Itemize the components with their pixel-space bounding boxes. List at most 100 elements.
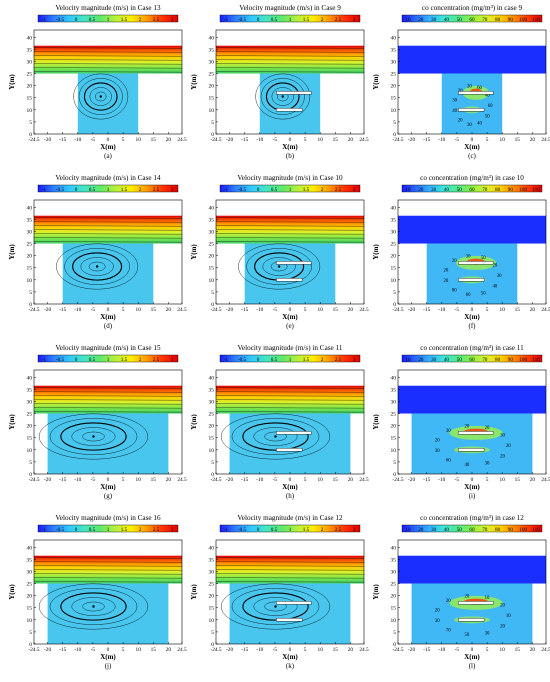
canyon-field — [411, 583, 533, 644]
viaduct-deck — [458, 278, 485, 282]
x-tick-label: 0 — [289, 647, 292, 653]
x-tick-label: 10 — [136, 647, 142, 653]
y-tick-label: 5 — [29, 460, 32, 466]
streamline — [33, 569, 183, 571]
x-tick-label: 0 — [107, 477, 110, 483]
vortex-ring — [56, 243, 139, 290]
y-tick-label: 20 — [27, 84, 33, 90]
streamline — [33, 387, 183, 389]
streamline — [215, 47, 365, 49]
colorbar-tick-label: 100 — [519, 17, 527, 23]
colorbar-tick-label: 10 — [405, 527, 411, 533]
contour-label: 80 — [452, 288, 457, 293]
viaduct-deck — [276, 618, 303, 622]
contour-label: 40 — [485, 93, 490, 98]
colorbar-tick-label: 90 — [508, 17, 514, 23]
colorbar-tick-label: 100 — [519, 187, 527, 193]
colorbar-tick-label: 0.5 — [271, 527, 278, 533]
colorbar-tick-label: 1 — [289, 17, 292, 23]
panel-e: Velocity magnitude (m/s) in Case 10 -1 -0.… — [190, 174, 369, 330]
colorbar-tick-label: 80 — [495, 187, 501, 193]
colorbar-tick-label: 0 — [75, 527, 78, 533]
y-axis-label: Y(m) — [372, 244, 380, 260]
panel-label: (i) — [469, 492, 476, 500]
colorbar-tick-label: 1.5 — [121, 187, 128, 193]
x-tick-label: 24.5 — [359, 647, 369, 653]
plot-area: 0 5 10 15 20 25 30 35 40 -24.5 -20 -15 -10 -5 0 5 10 15 20… — [27, 199, 187, 313]
x-tick-label: -15 — [423, 477, 430, 483]
viaduct-deck — [458, 601, 494, 605]
viaduct-deck — [458, 448, 485, 452]
panel-g: Velocity magnitude (m/s) in Case 15 -1 -0.… — [8, 344, 187, 500]
y-tick-label: 5 — [211, 460, 214, 466]
x-tick-label: 5 — [486, 477, 489, 483]
colorbar-tick-label: 100 — [519, 357, 527, 363]
x-tick-label: 20 — [348, 137, 354, 143]
x-tick-label: -20 — [44, 307, 51, 313]
x-tick-label: 15 — [333, 477, 339, 483]
x-tick-label: 5 — [304, 647, 307, 653]
y-tick-label: 10 — [209, 618, 215, 624]
x-tick-label: -10 — [256, 477, 263, 483]
vortex-ring — [88, 261, 106, 272]
streamline — [33, 55, 183, 57]
y-tick-label: 30 — [27, 59, 33, 65]
contour-label: 40 — [452, 109, 457, 114]
colorbar-tick-label: 0.5 — [89, 17, 96, 23]
streamline — [33, 63, 183, 65]
x-tick-label: -10 — [74, 137, 81, 143]
x-tick-label: 15 — [515, 307, 521, 313]
colorbar-tick-label: -0.5 — [238, 187, 247, 193]
y-tick-label: 0 — [29, 302, 32, 308]
viaduct-deck — [458, 618, 485, 622]
contour-label: 20 — [464, 595, 469, 600]
y-tick-label: 15 — [391, 436, 397, 442]
x-tick-label: 5 — [122, 307, 125, 313]
contour-label: 30 — [485, 631, 490, 636]
x-axis-label: X(m) — [100, 483, 116, 491]
contour-label: 30 — [435, 619, 440, 624]
colorbar-tick-label: 20 — [418, 527, 424, 533]
colorbar-tick-label: 2 — [139, 17, 142, 23]
y-axis-label: Y(m) — [8, 414, 16, 430]
y-axis-label: Y(m) — [372, 584, 380, 600]
y-tick-label: 25 — [27, 412, 33, 418]
colorbar-tick-label: -1 — [42, 527, 47, 533]
x-tick-label: 10 — [500, 137, 506, 143]
y-tick-label: 20 — [391, 594, 397, 600]
x-tick-label: 24.5 — [177, 307, 187, 313]
streamline — [33, 241, 183, 243]
contour-label: 50 — [485, 114, 490, 119]
y-tick-label: 35 — [27, 387, 33, 393]
x-tick-label: 5 — [486, 647, 489, 653]
colorbar-tick-label: 110 — [532, 17, 540, 23]
streamline — [33, 561, 183, 563]
streamline — [33, 403, 183, 405]
panel-label: (k) — [286, 662, 295, 670]
colorbar-tick-label: 2.5 — [335, 357, 342, 363]
canyon-field — [77, 73, 139, 134]
x-tick-label: -10 — [74, 477, 81, 483]
contour-label: 60 — [477, 86, 482, 91]
vortex-core — [92, 435, 95, 438]
x-tick-label: -10 — [438, 647, 445, 653]
contour-label: 20 — [435, 608, 440, 613]
x-tick-label: -5 — [273, 647, 278, 653]
colorbar-tick-label: 80 — [495, 17, 501, 23]
plot-area: 0 5 10 15 20 25 30 35 40 -24.5 -20 -15 -10 -5 0 5 10 15 20… — [27, 539, 187, 653]
x-tick-label: -24.5 — [210, 307, 221, 313]
x-tick-label: 24.5 — [541, 307, 550, 313]
x-tick-label: 10 — [318, 307, 324, 313]
colorbar-tick-label: 50 — [457, 187, 463, 193]
y-tick-label: 25 — [391, 582, 397, 588]
y-tick-label: 20 — [209, 424, 215, 430]
contour-label: 20 — [500, 454, 505, 459]
y-tick-label: 5 — [393, 630, 396, 636]
colorbar-tick-label: 3 — [353, 527, 356, 533]
x-tick-label: -5 — [273, 137, 278, 143]
y-tick-label: 0 — [393, 472, 396, 478]
colorbar-tick-label: 0 — [257, 527, 260, 533]
y-tick-label: 20 — [209, 84, 215, 90]
vortex-core — [281, 95, 284, 98]
vortex-ring — [64, 248, 130, 285]
